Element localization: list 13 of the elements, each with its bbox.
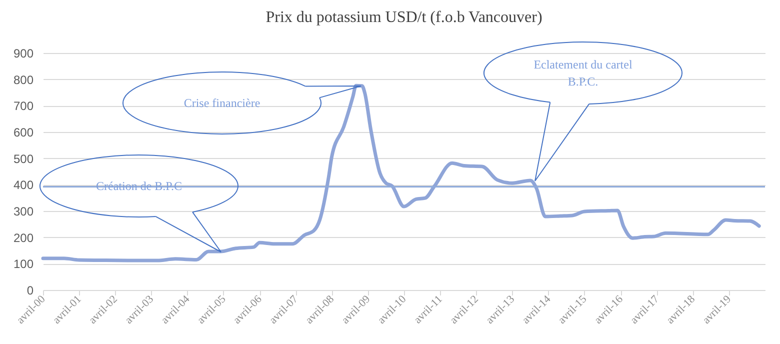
y-tick-label: 800 (13, 72, 34, 87)
y-tick-label: 300 (13, 204, 34, 218)
y-tick-label: 900 (13, 46, 34, 60)
annotation: Crise financière (184, 96, 260, 110)
annotation: Eclatement du cartel B.P.C. (534, 58, 633, 88)
y-tick-label: 400 (13, 178, 34, 192)
y-tick-label: 100 (13, 257, 34, 272)
y-tick-label: 200 (13, 230, 34, 245)
chart-title: Prix du potassium USD/t (f.o.b Vancouver) (266, 9, 542, 26)
y-tick-label: 600 (13, 126, 34, 140)
y-tick-label: 700 (13, 99, 34, 114)
y-tick-label: 500 (13, 152, 34, 166)
y-tick-label: 0 (26, 284, 34, 298)
